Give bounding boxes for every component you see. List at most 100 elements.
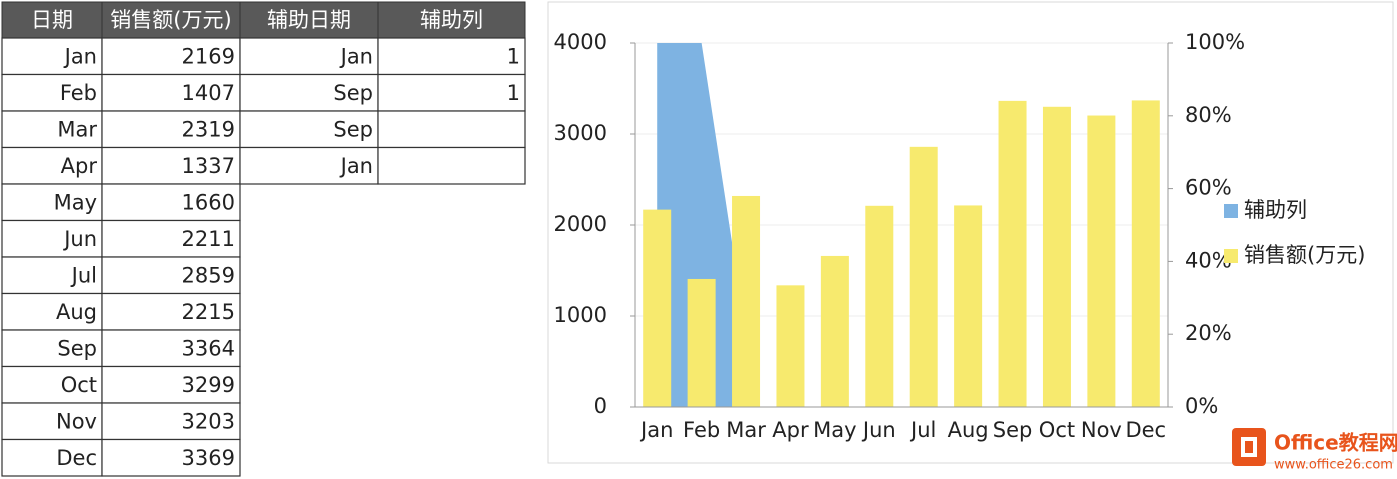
x-tick-label: Mar bbox=[726, 418, 766, 442]
bar bbox=[732, 195, 761, 407]
cell bbox=[1, 365, 103, 404]
x-tick-label: Sep bbox=[993, 418, 1033, 442]
cell-text: 2215 bbox=[182, 300, 235, 324]
cell-text: 3203 bbox=[182, 409, 235, 433]
cell bbox=[101, 73, 241, 112]
x-tick-label: Jul bbox=[909, 418, 936, 442]
bar bbox=[820, 255, 849, 407]
cell-text: Sep bbox=[57, 336, 97, 360]
cell bbox=[377, 146, 526, 185]
cell-text: Apr bbox=[61, 154, 98, 178]
cell-text: Jan bbox=[339, 44, 373, 68]
x-tick-label: Nov bbox=[1081, 418, 1122, 442]
cell-text: Mar bbox=[57, 117, 97, 141]
x-tick-label: Apr bbox=[772, 418, 809, 442]
y-tick-label: 2000 bbox=[554, 212, 607, 236]
cell-text: 2211 bbox=[182, 227, 235, 251]
cell bbox=[1, 146, 103, 185]
bar bbox=[998, 100, 1027, 407]
cell bbox=[1, 402, 103, 441]
bar bbox=[643, 209, 672, 407]
bar bbox=[909, 146, 938, 407]
cell bbox=[1, 292, 103, 331]
y2-tick-label: 60% bbox=[1185, 176, 1232, 200]
cell-text: May bbox=[54, 190, 97, 214]
bar bbox=[1042, 106, 1071, 407]
cell-text: 1337 bbox=[182, 154, 235, 178]
y2-tick-label: 0% bbox=[1185, 394, 1218, 418]
header-cell bbox=[377, 1, 526, 39]
cell bbox=[239, 146, 379, 185]
x-tick-label: Oct bbox=[1039, 418, 1075, 442]
cell bbox=[377, 37, 526, 76]
cell-text: Jan bbox=[339, 154, 373, 178]
cell bbox=[1, 438, 103, 477]
bar bbox=[687, 278, 716, 407]
y-tick-label: 3000 bbox=[554, 121, 607, 145]
cell-text: 3299 bbox=[182, 373, 235, 397]
y-tick-label: 0 bbox=[594, 394, 607, 418]
bar bbox=[954, 205, 983, 407]
bar bbox=[1131, 100, 1160, 408]
cell bbox=[101, 292, 241, 331]
cell-text: 2859 bbox=[182, 263, 235, 287]
legend-swatch bbox=[1224, 204, 1238, 218]
y2-tick-label: 20% bbox=[1185, 321, 1232, 345]
cell-text: 1407 bbox=[182, 81, 235, 105]
cell-text: Jun bbox=[62, 227, 97, 251]
cell bbox=[101, 438, 241, 477]
watermark-url: www.office26.com bbox=[1274, 458, 1393, 473]
cell bbox=[101, 365, 241, 404]
area bbox=[657, 43, 747, 407]
legend-label: 辅助列 bbox=[1244, 198, 1307, 222]
cell-text: Sep bbox=[333, 81, 373, 105]
cell bbox=[101, 110, 241, 149]
x-tick-label: Jun bbox=[861, 418, 896, 442]
y2-tick-label: 80% bbox=[1185, 103, 1232, 127]
cell bbox=[1, 256, 103, 295]
cell-text: 2319 bbox=[182, 117, 235, 141]
cell-text: 1 bbox=[507, 81, 520, 105]
header-text: 辅助列 bbox=[420, 8, 483, 32]
y2-tick-label: 100% bbox=[1185, 30, 1245, 54]
x-tick-label: Feb bbox=[683, 418, 720, 442]
cell bbox=[101, 256, 241, 295]
y2-tick-label: 40% bbox=[1185, 248, 1232, 272]
cell-text: Sep bbox=[333, 117, 373, 141]
x-tick-label: May bbox=[813, 418, 856, 442]
header-text: 辅助日期 bbox=[267, 8, 351, 32]
watermark-icon bbox=[1232, 428, 1266, 466]
bar bbox=[1087, 115, 1116, 407]
cell bbox=[377, 110, 526, 149]
legend-swatch bbox=[1224, 249, 1238, 263]
bar bbox=[776, 285, 805, 407]
header-cell bbox=[239, 1, 379, 39]
header-text: 销售额(万元) bbox=[110, 8, 231, 32]
cell-text: 3369 bbox=[182, 446, 235, 470]
cell-text: Oct bbox=[61, 373, 97, 397]
y-tick-label: 4000 bbox=[554, 30, 607, 54]
x-tick-label: Dec bbox=[1125, 418, 1166, 442]
cell-text: 3364 bbox=[182, 336, 235, 360]
y-tick-label: 1000 bbox=[554, 303, 607, 327]
header-text: 日期 bbox=[31, 8, 73, 32]
cell-text: Dec bbox=[56, 446, 97, 470]
cell-text: Jul bbox=[70, 263, 97, 287]
bar bbox=[865, 205, 894, 407]
legend-label: 销售额(万元) bbox=[1244, 243, 1365, 267]
cell-text: 1660 bbox=[182, 190, 235, 214]
cell-text: Nov bbox=[56, 409, 97, 433]
watermark-title: Office教程网 bbox=[1274, 431, 1397, 455]
cell-text: Jan bbox=[63, 44, 97, 68]
cell bbox=[101, 146, 241, 185]
cell bbox=[101, 402, 241, 441]
cell-text: 1 bbox=[507, 44, 520, 68]
cell-text: Aug bbox=[56, 300, 97, 324]
cell-text: Feb bbox=[60, 81, 97, 105]
header-cell bbox=[101, 1, 241, 39]
cell bbox=[377, 73, 526, 112]
x-tick-label: Aug bbox=[948, 418, 989, 442]
cell-text: 2169 bbox=[182, 44, 235, 68]
cell bbox=[1, 329, 103, 368]
